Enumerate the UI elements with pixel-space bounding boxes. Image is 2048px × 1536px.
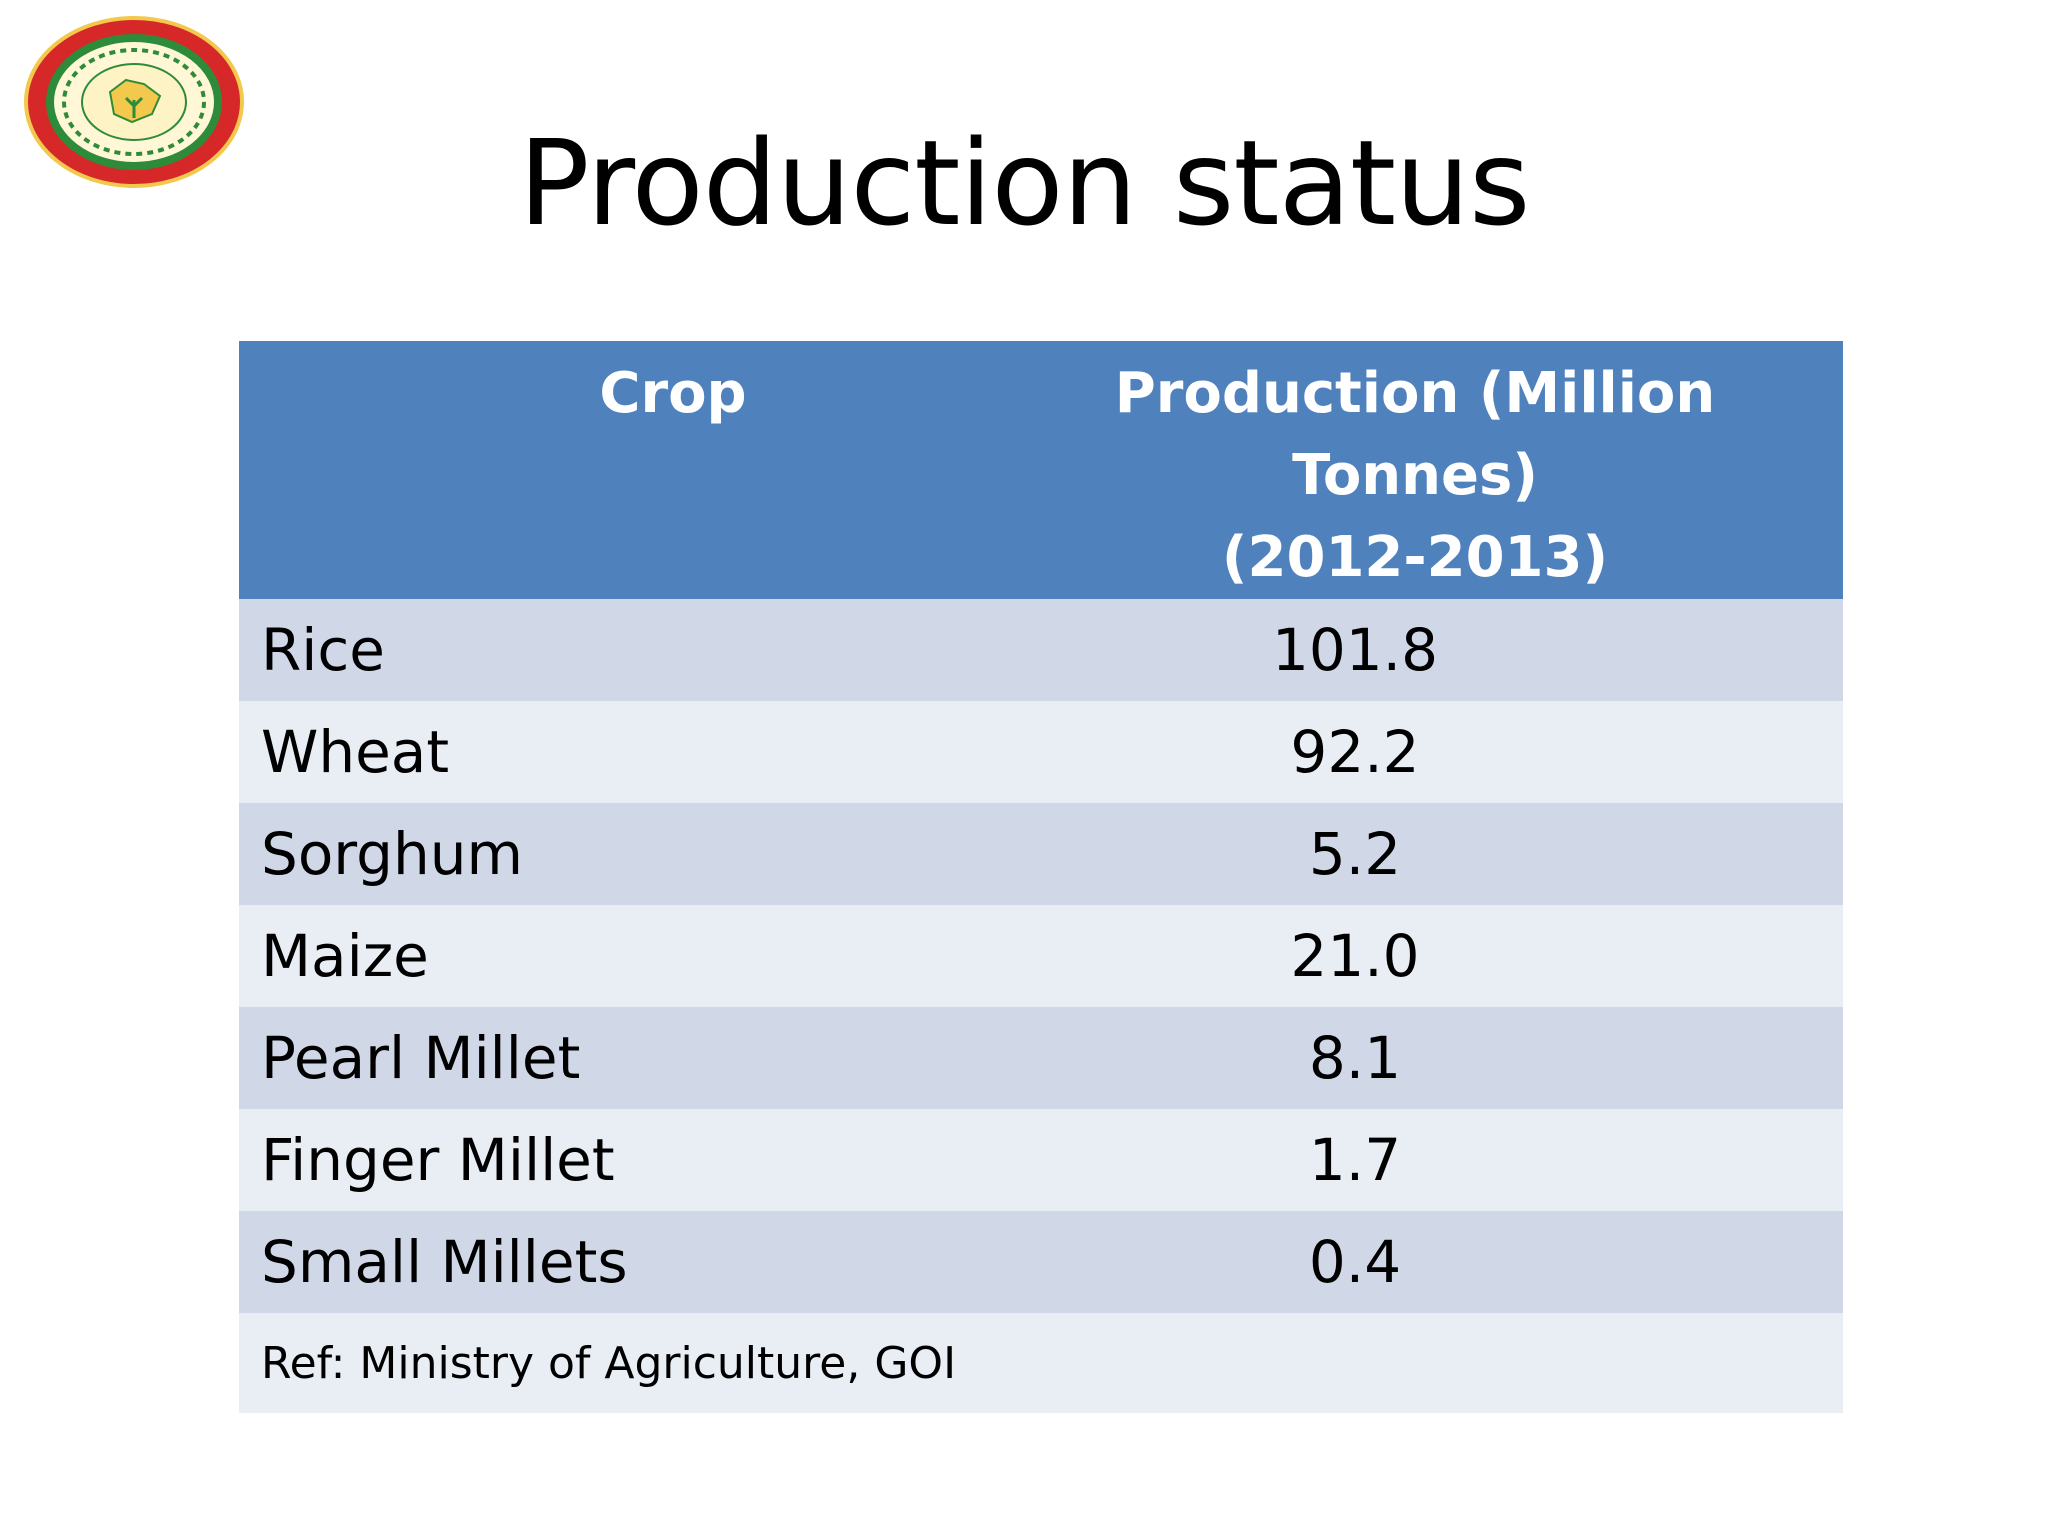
column-header-crop-label: Crop: [599, 361, 747, 426]
crop-name-cell: Rice: [239, 599, 987, 701]
column-header-production: Production (Million Tonnes) (2012-2013): [987, 341, 1843, 599]
crop-name-cell: Pearl Millet: [239, 1007, 987, 1109]
production-table: Crop Production (Million Tonnes) (2012-2…: [239, 341, 1843, 1413]
table-row: Sorghum 5.2: [239, 803, 1843, 905]
crop-name-cell: Wheat: [239, 701, 987, 803]
university-seal-icon: [24, 16, 244, 188]
production-value-cell: 0.4: [987, 1211, 1843, 1313]
reference-text: Ref: Ministry of Agriculture, GOI: [239, 1313, 1843, 1413]
column-header-period-label: (2012-2013): [1221, 525, 1609, 590]
column-header-production-label: Production (Million Tonnes): [1114, 361, 1716, 508]
table-header-row: Crop Production (Million Tonnes) (2012-2…: [239, 341, 1843, 599]
table-row: Rice 101.8: [239, 599, 1843, 701]
table-row: Pearl Millet 8.1: [239, 1007, 1843, 1109]
crop-name-cell: Small Millets: [239, 1211, 987, 1313]
production-value-cell: 5.2: [987, 803, 1843, 905]
table-row: Maize 21.0: [239, 905, 1843, 1007]
production-value-cell: 8.1: [987, 1007, 1843, 1109]
crop-name-cell: Sorghum: [239, 803, 987, 905]
page-title: Production status: [518, 114, 1531, 252]
crop-name-cell: Maize: [239, 905, 987, 1007]
crop-name-cell: Finger Millet: [239, 1109, 987, 1211]
table-row: Wheat 92.2: [239, 701, 1843, 803]
production-value-cell: 1.7: [987, 1109, 1843, 1211]
column-header-crop: Crop: [239, 341, 987, 599]
production-value-cell: 101.8: [987, 599, 1843, 701]
table-row: Finger Millet 1.7: [239, 1109, 1843, 1211]
reference-row: Ref: Ministry of Agriculture, GOI: [239, 1313, 1843, 1413]
table-row: Small Millets 0.4: [239, 1211, 1843, 1313]
production-value-cell: 21.0: [987, 905, 1843, 1007]
production-value-cell: 92.2: [987, 701, 1843, 803]
